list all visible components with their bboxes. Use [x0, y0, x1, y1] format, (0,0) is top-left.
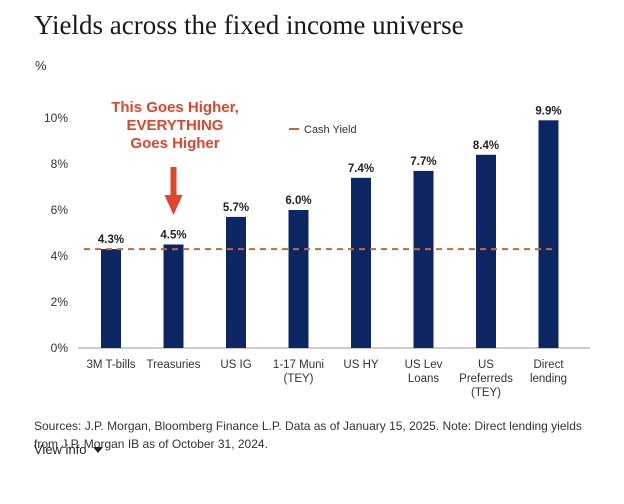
bar	[538, 120, 559, 348]
x-tick-label: US Lev Loans	[405, 359, 443, 385]
bar-value-label: 9.9%	[535, 105, 561, 117]
y-unit-label: %	[35, 58, 47, 73]
legend: Cash Yield	[289, 124, 357, 136]
arrow-down-icon	[164, 195, 183, 215]
caret-down-icon	[92, 446, 103, 453]
bar-value-label: 5.7%	[223, 202, 249, 214]
x-tick-label: US IG	[220, 359, 251, 371]
x-axis-labels: 3M T-bills Treasuries US IG 1-17 Muni (TEY) U…	[87, 359, 568, 399]
legend-label: Cash Yield	[304, 124, 357, 136]
bar-value-label: 4.3%	[98, 234, 124, 246]
arrow-shaft	[170, 167, 177, 197]
bar-chart: 0% 2% 4% 6% 8% 10% 3M T-bills Treasuries US IG 1…	[44, 105, 590, 399]
sources-note: Sources: J.P. Morgan, Bloomberg Finance …	[34, 419, 582, 451]
bar-value-label: 7.7%	[410, 156, 436, 168]
chart-title: Yields across the fixed income universe	[34, 10, 464, 40]
bar-value-label: 7.4%	[348, 163, 374, 175]
bar-value-label: 6.0%	[285, 195, 311, 207]
y-axis-ticks: 0% 2% 4% 6% 8% 10%	[44, 111, 590, 355]
y-tick-label: 0%	[51, 341, 69, 355]
annotation-text: This Goes Higher, EVERYTHING Goes Higher	[111, 99, 239, 152]
y-tick-label: 2%	[51, 295, 69, 309]
bar	[476, 154, 496, 348]
bar	[163, 244, 184, 348]
value-labels: 4.3% 4.5% 5.7% 6.0% 7.4% 7.7% 8.4% 9.9%	[98, 105, 562, 246]
bar	[351, 177, 371, 348]
x-tick-label: 3M T-bills	[87, 359, 136, 371]
x-tick-label: US Preferreds (TEY)	[459, 359, 513, 399]
x-tick-label: Direct lending	[530, 359, 567, 385]
view-info-toggle[interactable]: View info	[34, 442, 103, 457]
y-tick-label: 4%	[51, 249, 69, 263]
x-tick-label: 1-17 Muni (TEY)	[273, 359, 324, 385]
view-info-label: View info	[34, 442, 87, 457]
bar-value-label: 4.5%	[160, 230, 186, 242]
bar	[101, 249, 121, 348]
bar	[226, 216, 246, 348]
x-tick-label: Treasuries	[147, 359, 201, 371]
x-tick-label: US HY	[343, 359, 378, 371]
y-tick-label: 10%	[44, 111, 68, 125]
bar	[413, 170, 434, 348]
bar	[288, 210, 309, 348]
bar-value-label: 8.4%	[473, 140, 499, 152]
bars	[101, 120, 559, 348]
y-tick-label: 6%	[51, 203, 69, 217]
annotation-arrow	[164, 167, 183, 215]
y-tick-label: 8%	[51, 157, 69, 171]
